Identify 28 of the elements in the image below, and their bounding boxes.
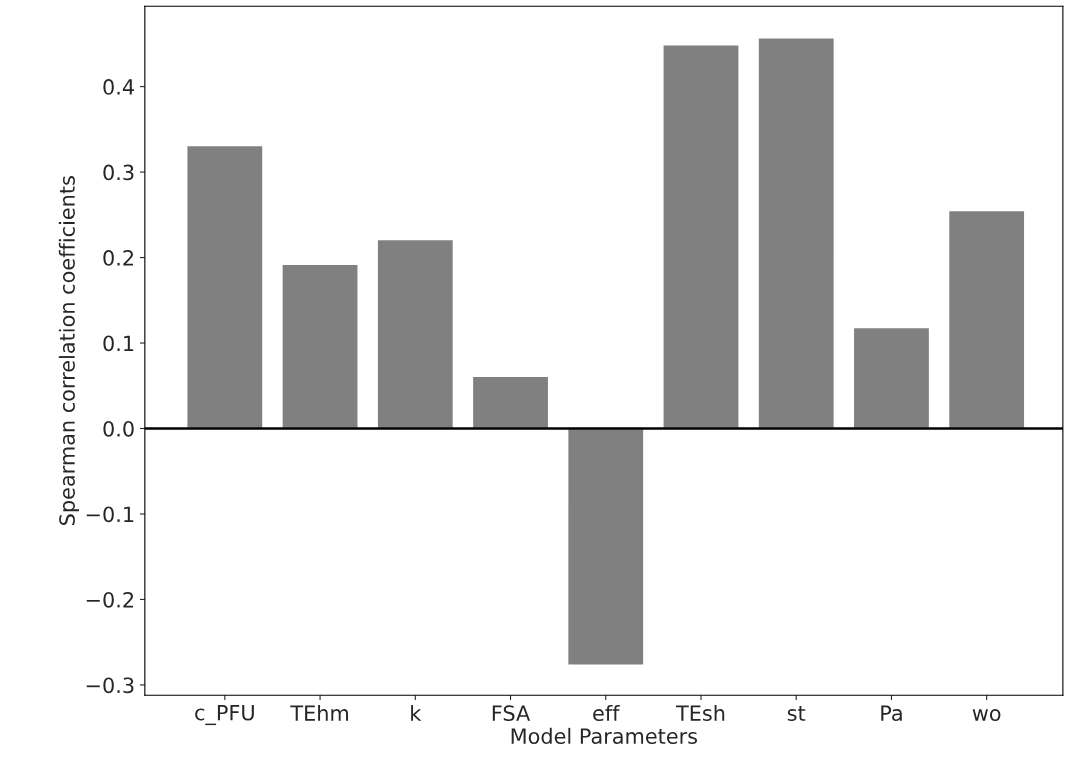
y-tick-label: 0.2 <box>103 250 134 266</box>
x-tick-label: st <box>787 706 806 722</box>
x-tick-label: k <box>411 704 422 721</box>
y-axis-title: Spearman correlation coefficients <box>58 176 79 525</box>
y-tick-label: −0.1 <box>86 506 134 523</box>
bar <box>947 209 1026 430</box>
bar <box>566 427 645 666</box>
x-axis-title: Model Parameters <box>511 727 698 744</box>
x-tick-label: TEsh <box>675 704 725 722</box>
bar <box>471 375 550 430</box>
bar <box>757 37 836 430</box>
x-tick-label: TEhm <box>290 704 348 721</box>
y-tick-label: 0.4 <box>103 79 134 95</box>
y-tick-label: 0.1 <box>103 335 134 352</box>
x-tick-label: eff <box>593 704 620 722</box>
bar <box>376 238 455 430</box>
y-tick-label: −0.2 <box>86 591 134 608</box>
y-tick-label: −0.3 <box>86 677 134 694</box>
bar <box>852 326 931 430</box>
y-tick-label: 0.0 <box>103 420 134 437</box>
x-tick-label: wo <box>972 709 1001 722</box>
bar <box>281 263 359 430</box>
x-tick-label: FSA <box>492 705 531 722</box>
x-tick-label: c_PFU <box>195 704 254 726</box>
bar <box>662 44 740 430</box>
bar <box>186 144 264 430</box>
x-tick-label: Pa <box>881 705 902 722</box>
y-tick-label: 0.3 <box>103 164 134 181</box>
